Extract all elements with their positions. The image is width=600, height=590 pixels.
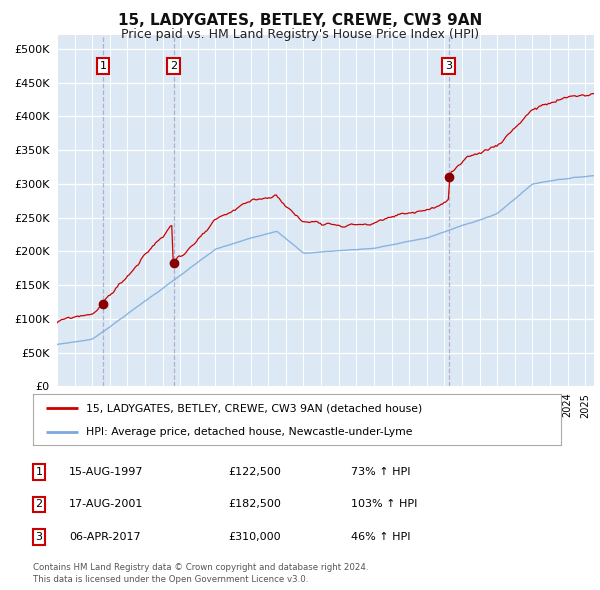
Text: Contains HM Land Registry data © Crown copyright and database right 2024.: Contains HM Land Registry data © Crown c… bbox=[33, 563, 368, 572]
Text: 15, LADYGATES, BETLEY, CREWE, CW3 9AN: 15, LADYGATES, BETLEY, CREWE, CW3 9AN bbox=[118, 13, 482, 28]
Text: Price paid vs. HM Land Registry's House Price Index (HPI): Price paid vs. HM Land Registry's House … bbox=[121, 28, 479, 41]
Text: 3: 3 bbox=[445, 61, 452, 71]
Text: 06-APR-2017: 06-APR-2017 bbox=[69, 532, 140, 542]
Text: 103% ↑ HPI: 103% ↑ HPI bbox=[351, 500, 418, 509]
Text: £182,500: £182,500 bbox=[228, 500, 281, 509]
Text: 3: 3 bbox=[35, 532, 43, 542]
Text: 2: 2 bbox=[170, 61, 177, 71]
Text: 1: 1 bbox=[100, 61, 107, 71]
Text: HPI: Average price, detached house, Newcastle-under-Lyme: HPI: Average price, detached house, Newc… bbox=[86, 428, 412, 437]
Text: £310,000: £310,000 bbox=[228, 532, 281, 542]
Text: 17-AUG-2001: 17-AUG-2001 bbox=[69, 500, 143, 509]
Text: 1: 1 bbox=[35, 467, 43, 477]
Text: 15-AUG-1997: 15-AUG-1997 bbox=[69, 467, 143, 477]
Text: 2: 2 bbox=[35, 500, 43, 509]
Text: This data is licensed under the Open Government Licence v3.0.: This data is licensed under the Open Gov… bbox=[33, 575, 308, 584]
Text: 73% ↑ HPI: 73% ↑ HPI bbox=[351, 467, 410, 477]
Text: 15, LADYGATES, BETLEY, CREWE, CW3 9AN (detached house): 15, LADYGATES, BETLEY, CREWE, CW3 9AN (d… bbox=[86, 403, 422, 413]
Text: £122,500: £122,500 bbox=[228, 467, 281, 477]
Text: 46% ↑ HPI: 46% ↑ HPI bbox=[351, 532, 410, 542]
